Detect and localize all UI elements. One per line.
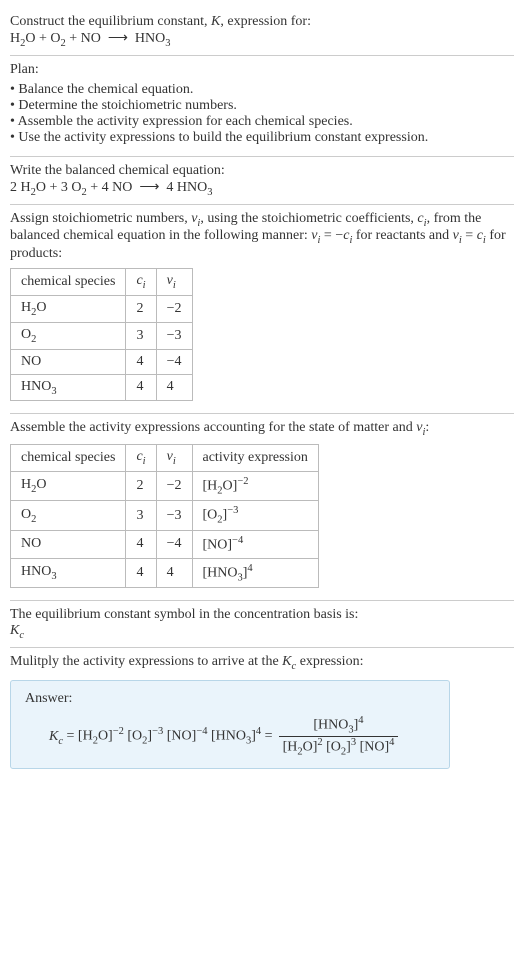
prompt-part2: , expression for: <box>220 14 311 29</box>
balanced-title: Write the balanced chemical equation: <box>10 163 514 179</box>
cell-c: 4 <box>126 374 156 401</box>
prompt-K: K <box>211 14 220 29</box>
activity-table: chemical species ci νi activity expressi… <box>10 444 319 588</box>
plan-section: Plan: Balance the chemical equation. Det… <box>10 56 514 157</box>
cell-species: O2 <box>11 501 126 530</box>
cell-v: −3 <box>156 322 192 349</box>
cell-activity: [H2O]−2 <box>192 471 318 500</box>
answer-box: Answer: Kc = [H2O]−2 [O2]−3 [NO]−4 [HNO3… <box>10 680 450 769</box>
cell-c: 2 <box>126 471 156 500</box>
cell-species: H2O <box>11 295 126 322</box>
cell-v: 4 <box>156 558 192 587</box>
cell-c: 3 <box>126 501 156 530</box>
cell-v: 4 <box>156 374 192 401</box>
prompt-text: Construct the equilibrium constant, K, e… <box>10 14 514 30</box>
cell-v: −2 <box>156 295 192 322</box>
cell-species: HNO3 <box>11 558 126 587</box>
cell-v: −2 <box>156 471 192 500</box>
stoich-table: chemical species ci νi H2O 2 −2 O2 3 −3 … <box>10 268 193 401</box>
col-vi: νi <box>156 445 192 472</box>
cell-v: −3 <box>156 501 192 530</box>
col-activity: activity expression <box>192 445 318 472</box>
cell-c: 4 <box>126 349 156 374</box>
symbol-line: The equilibrium constant symbol in the c… <box>10 607 514 623</box>
cell-activity: [HNO3]4 <box>192 558 318 587</box>
cell-v: −4 <box>156 530 192 558</box>
cell-activity: [NO]−4 <box>192 530 318 558</box>
symbol-kc: Kc <box>10 623 514 641</box>
plan-item: Balance the chemical equation. <box>10 82 514 98</box>
cell-species: H2O <box>11 471 126 500</box>
fraction-numerator: [HNO3]4 <box>309 715 367 736</box>
multiply-section: Mulitply the activity expressions to arr… <box>10 648 514 674</box>
table-row: H2O 2 −2 [H2O]−2 <box>11 471 319 500</box>
col-species: chemical species <box>11 269 126 296</box>
multiply-line: Mulitply the activity expressions to arr… <box>10 654 514 672</box>
plan-item: Determine the stoichiometric numbers. <box>10 98 514 114</box>
cell-species: NO <box>11 530 126 558</box>
answer-label: Answer: <box>25 691 435 707</box>
cell-species: O2 <box>11 322 126 349</box>
col-ci: ci <box>126 445 156 472</box>
cell-species: NO <box>11 349 126 374</box>
stoich-section: Assign stoichiometric numbers, νi, using… <box>10 205 514 415</box>
cell-c: 4 <box>126 558 156 587</box>
activity-section: Assemble the activity expressions accoun… <box>10 414 514 601</box>
table-header-row: chemical species ci νi activity expressi… <box>11 445 319 472</box>
prompt-section: Construct the equilibrium constant, K, e… <box>10 8 514 56</box>
unbalanced-equation: H2O + O2 + NO ⟶ HNO3 <box>10 30 514 49</box>
fraction-denominator: [H2O]2 [O2]3 [NO]4 <box>279 736 399 758</box>
cell-activity: [O2]−3 <box>192 501 318 530</box>
table-row: NO 4 −4 [NO]−4 <box>11 530 319 558</box>
table-row: O2 3 −3 <box>11 322 193 349</box>
cell-c: 2 <box>126 295 156 322</box>
cell-v: −4 <box>156 349 192 374</box>
table-row: H2O 2 −2 <box>11 295 193 322</box>
cell-c: 4 <box>126 530 156 558</box>
cell-c: 3 <box>126 322 156 349</box>
plan-list: Balance the chemical equation. Determine… <box>10 82 514 146</box>
balanced-section: Write the balanced chemical equation: 2 … <box>10 157 514 205</box>
answer-expression: Kc = [H2O]−2 [O2]−3 [NO]−4 [HNO3]4 = [HN… <box>25 715 435 758</box>
col-vi: νi <box>156 269 192 296</box>
prompt-part1: Construct the equilibrium constant, <box>10 14 211 29</box>
plan-item: Use the activity expressions to build th… <box>10 130 514 146</box>
col-species: chemical species <box>11 445 126 472</box>
table-row: HNO3 4 4 <box>11 374 193 401</box>
cell-species: HNO3 <box>11 374 126 401</box>
plan-item: Assemble the activity expression for eac… <box>10 114 514 130</box>
table-header-row: chemical species ci νi <box>11 269 193 296</box>
col-ci: ci <box>126 269 156 296</box>
table-row: NO 4 −4 <box>11 349 193 374</box>
activity-intro: Assemble the activity expressions accoun… <box>10 420 514 438</box>
table-row: O2 3 −3 [O2]−3 <box>11 501 319 530</box>
stoich-intro: Assign stoichiometric numbers, νi, using… <box>10 211 514 263</box>
answer-fraction: [HNO3]4 [H2O]2 [O2]3 [NO]4 <box>279 715 399 758</box>
balanced-equation: 2 H2O + 3 O2 + 4 NO ⟶ 4 HNO3 <box>10 179 514 198</box>
answer-lhs: Kc = [H2O]−2 [O2]−3 [NO]−4 [HNO3]4 = <box>49 726 273 746</box>
symbol-section: The equilibrium constant symbol in the c… <box>10 601 514 648</box>
plan-title: Plan: <box>10 62 514 78</box>
table-row: HNO3 4 4 [HNO3]4 <box>11 558 319 587</box>
